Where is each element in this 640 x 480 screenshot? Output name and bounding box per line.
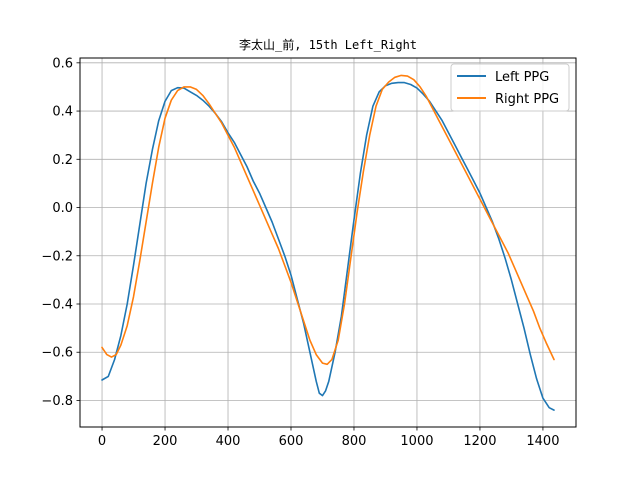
legend-label-right-ppg: Right PPG	[495, 92, 559, 107]
x-tick-label: 800	[342, 434, 367, 449]
x-tick-label: 1400	[526, 434, 559, 449]
axis-ticks: 0 200 400 600 800 1000 1200 1400 −0.8 −0.6 −0.4 −0.…	[41, 56, 559, 449]
legend: Left PPG Right PPG	[450, 63, 570, 112]
chart-title: 李太山_前, 15th Left_Right	[239, 37, 417, 52]
plot-area	[80, 58, 576, 427]
y-tick-label: −0.2	[41, 249, 73, 264]
y-tick-label: −0.4	[41, 298, 73, 313]
y-tick-label: −0.6	[41, 346, 73, 361]
grid-lines	[80, 58, 576, 427]
legend-label-left-ppg: Left PPG	[495, 70, 549, 85]
x-tick-label: 400	[216, 434, 241, 449]
series-line-right-ppg	[101, 74, 555, 366]
plot-frame	[79, 57, 577, 428]
x-tick-label: 0	[98, 434, 106, 449]
series-line-left-ppg	[101, 81, 555, 411]
x-tick-label: 200	[153, 434, 178, 449]
x-tick-label: 1000	[400, 434, 433, 449]
y-tick-label: 0.6	[52, 56, 73, 71]
y-tick-label: 0.0	[52, 201, 73, 216]
y-tick-label: 0.2	[52, 153, 73, 168]
x-tick-label: 600	[279, 434, 304, 449]
y-tick-label: 0.4	[52, 105, 73, 120]
series-lines	[101, 74, 555, 411]
y-tick-label: −0.8	[41, 394, 73, 409]
x-tick-label: 1200	[463, 434, 496, 449]
